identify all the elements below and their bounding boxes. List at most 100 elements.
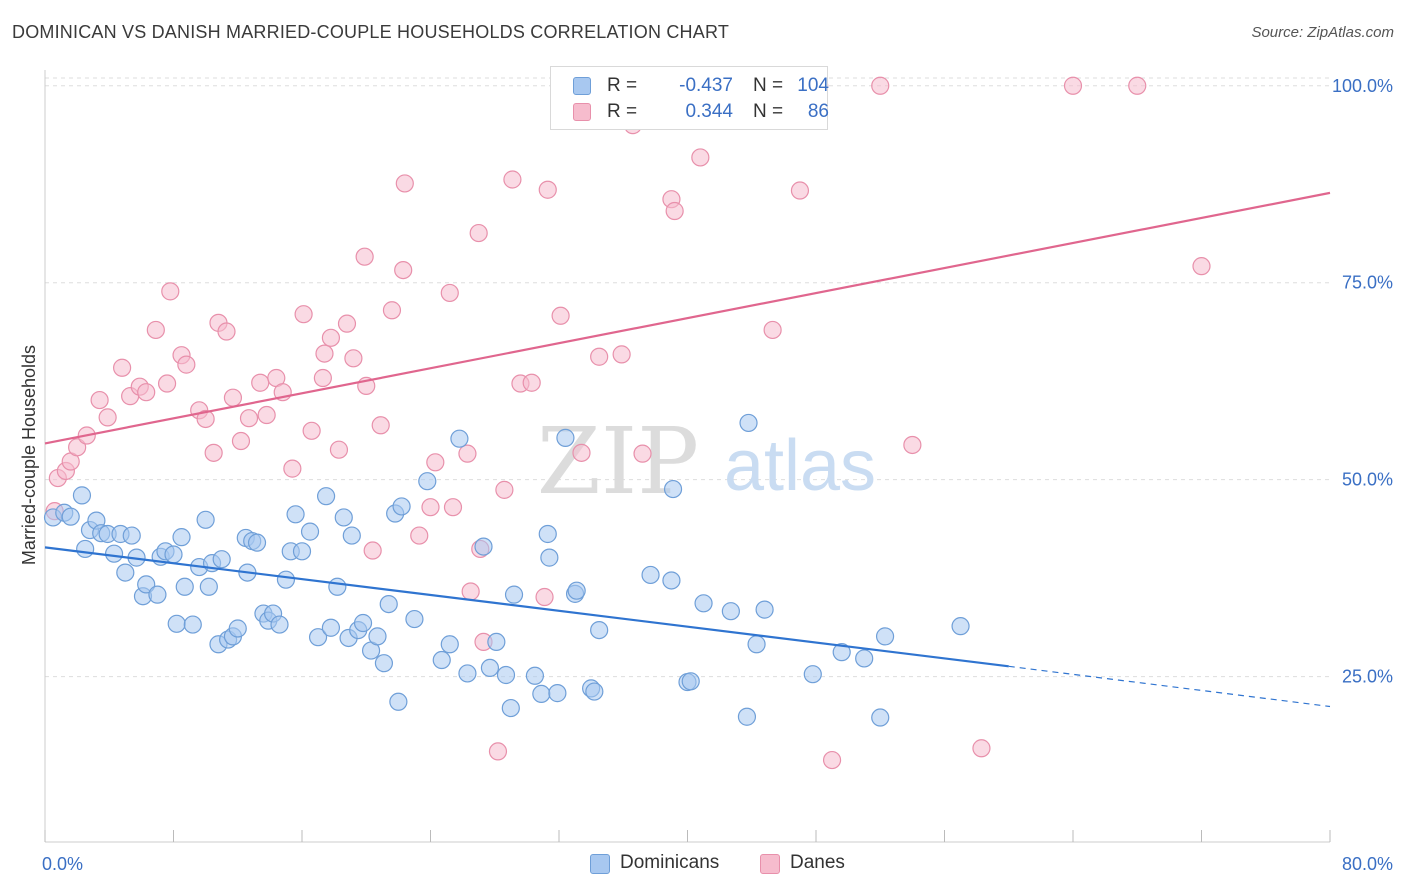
danish-point <box>283 459 302 478</box>
danish-point <box>321 328 341 347</box>
dominican-point <box>116 563 135 582</box>
dominican-point <box>532 684 551 704</box>
danish-point <box>538 180 557 199</box>
dominican-point <box>196 510 215 529</box>
danish-point <box>495 480 514 499</box>
dominican-point <box>538 524 557 544</box>
danish-point <box>395 174 414 193</box>
danes-legend-swatch <box>760 854 780 874</box>
tick-labels: 25.0% 50.0% 75.0% 100.0% 0.0% 80.0% <box>42 76 1393 874</box>
axes <box>44 70 1331 843</box>
dominican-point <box>270 615 289 634</box>
dominican-point <box>832 643 851 662</box>
watermark-atlas: atlas <box>724 426 876 506</box>
dominican-point <box>681 672 700 691</box>
danish-point <box>871 76 890 95</box>
danish-point <box>469 223 488 243</box>
dominican-point <box>122 526 141 545</box>
dominican-point <box>855 649 874 668</box>
dominican-point <box>167 614 186 633</box>
danish-point <box>146 320 165 340</box>
dominican-point <box>458 664 477 683</box>
dominican-point <box>286 505 305 524</box>
danish-point <box>503 170 522 189</box>
danish-point <box>572 443 591 462</box>
danish-point <box>535 587 554 607</box>
danish-point <box>551 306 570 325</box>
danish-point <box>665 201 684 221</box>
danish-point <box>458 444 477 463</box>
dominican-point <box>137 575 156 594</box>
danish-point <box>440 283 459 303</box>
danish-point <box>371 416 390 435</box>
legend-n-label: N = <box>753 101 784 122</box>
dominican-point <box>175 577 194 596</box>
danish-point <box>257 405 276 425</box>
danish-point <box>612 345 631 364</box>
dominican-point <box>739 413 758 433</box>
dominican-point <box>721 602 740 621</box>
dominicans-trend-line <box>44 546 1009 668</box>
danish-point <box>410 526 429 545</box>
danish-point <box>522 373 541 392</box>
dominican-point <box>450 429 469 448</box>
danish-point <box>344 349 363 368</box>
correlation-legend: R = -0.437 N = 104 R = 0.344 N = 86 <box>550 66 829 130</box>
dominican-point <box>368 627 387 646</box>
dominican-point <box>694 594 713 613</box>
dominican-point <box>487 632 506 652</box>
dominican-point <box>405 609 424 629</box>
danish-point <box>363 541 382 560</box>
dominican-point <box>663 479 683 499</box>
dominican-point <box>389 692 408 711</box>
dominicans-legend-label: Dominicans <box>620 852 720 873</box>
chart-title: DOMINICAN VS DANISH MARRIED-COUPLE HOUSE… <box>12 22 730 42</box>
dominican-point <box>474 537 493 556</box>
dominican-point <box>662 571 681 590</box>
danish-point <box>294 305 313 324</box>
y-tick-label: 75.0% <box>1342 273 1393 293</box>
dominican-point <box>803 665 822 684</box>
legend-r-label: R = <box>607 75 638 96</box>
dominican-point <box>148 585 167 604</box>
danish-point <box>1192 257 1211 276</box>
watermark: ZIP atlas <box>537 408 876 515</box>
dominican-point <box>308 628 328 647</box>
dominican-point <box>875 627 895 646</box>
danish-point <box>426 453 445 472</box>
dominican-point <box>496 665 516 685</box>
dominican-point <box>501 698 520 718</box>
dominican-point <box>504 585 524 604</box>
danish-point <box>196 409 215 429</box>
danish-point <box>90 390 109 410</box>
danish-point <box>223 388 243 407</box>
danish-point <box>903 435 922 455</box>
danes-legend-label: Danes <box>790 852 845 873</box>
danish-point <box>822 750 842 770</box>
danish-point <box>112 358 132 377</box>
dominican-point <box>316 487 336 506</box>
danish-point <box>790 181 810 200</box>
x-tick-label: 80.0% <box>1342 854 1393 874</box>
danish-point <box>157 374 177 393</box>
y-tick-label: 25.0% <box>1342 667 1393 687</box>
dominican-point <box>172 528 191 547</box>
watermark-zip: ZIP <box>537 408 699 515</box>
legend-r-label: R = <box>607 101 638 122</box>
danish-point <box>98 408 117 427</box>
dominican-point <box>247 533 267 552</box>
danish-point <box>302 421 321 440</box>
legend-r-value: 0.344 <box>685 101 733 122</box>
dominican-point <box>276 570 296 589</box>
source-label: Source: ZipAtlas.com <box>1251 24 1394 41</box>
dominican-point <box>418 472 437 491</box>
danish-point <box>337 314 357 333</box>
danish-point <box>461 582 480 601</box>
y-axis-label: Married-couple Households <box>19 345 39 565</box>
dominican-point <box>556 428 575 447</box>
dominican-point <box>755 600 774 619</box>
series-legend: Dominicans Danes <box>0 852 1406 878</box>
dominican-point <box>212 550 231 569</box>
dominican-point <box>321 618 341 637</box>
